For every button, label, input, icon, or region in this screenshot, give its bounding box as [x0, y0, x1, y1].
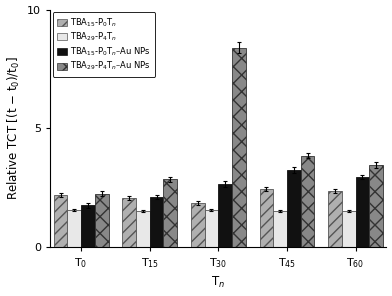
Bar	[232, 48, 246, 247]
Bar	[287, 170, 301, 247]
Bar	[163, 179, 177, 247]
Bar	[328, 191, 342, 247]
Bar	[150, 197, 163, 247]
Bar	[218, 184, 232, 247]
Bar	[67, 210, 81, 247]
Bar	[54, 195, 67, 247]
Bar	[356, 177, 369, 247]
Bar	[81, 205, 95, 247]
Bar	[95, 194, 109, 247]
Bar	[122, 198, 136, 247]
Bar	[136, 211, 150, 247]
Bar	[301, 156, 314, 247]
Y-axis label: Relative TCT [(t − t$_0$)/t$_0$]: Relative TCT [(t − t$_0$)/t$_0$]	[5, 56, 22, 200]
Bar	[342, 211, 356, 247]
Bar	[205, 210, 218, 247]
Bar	[260, 189, 273, 247]
Legend: TBA$_{15}$-P$_0$T$_n$, TBA$_{29}$-P$_4$T$_n$, TBA$_{15}$-P$_0$T$_n$–Au NPs, TBA$: TBA$_{15}$-P$_0$T$_n$, TBA$_{29}$-P$_4$T…	[53, 12, 155, 77]
Bar	[273, 211, 287, 247]
X-axis label: T$_n$: T$_n$	[211, 275, 225, 290]
Bar	[369, 165, 383, 247]
Bar	[191, 203, 205, 247]
